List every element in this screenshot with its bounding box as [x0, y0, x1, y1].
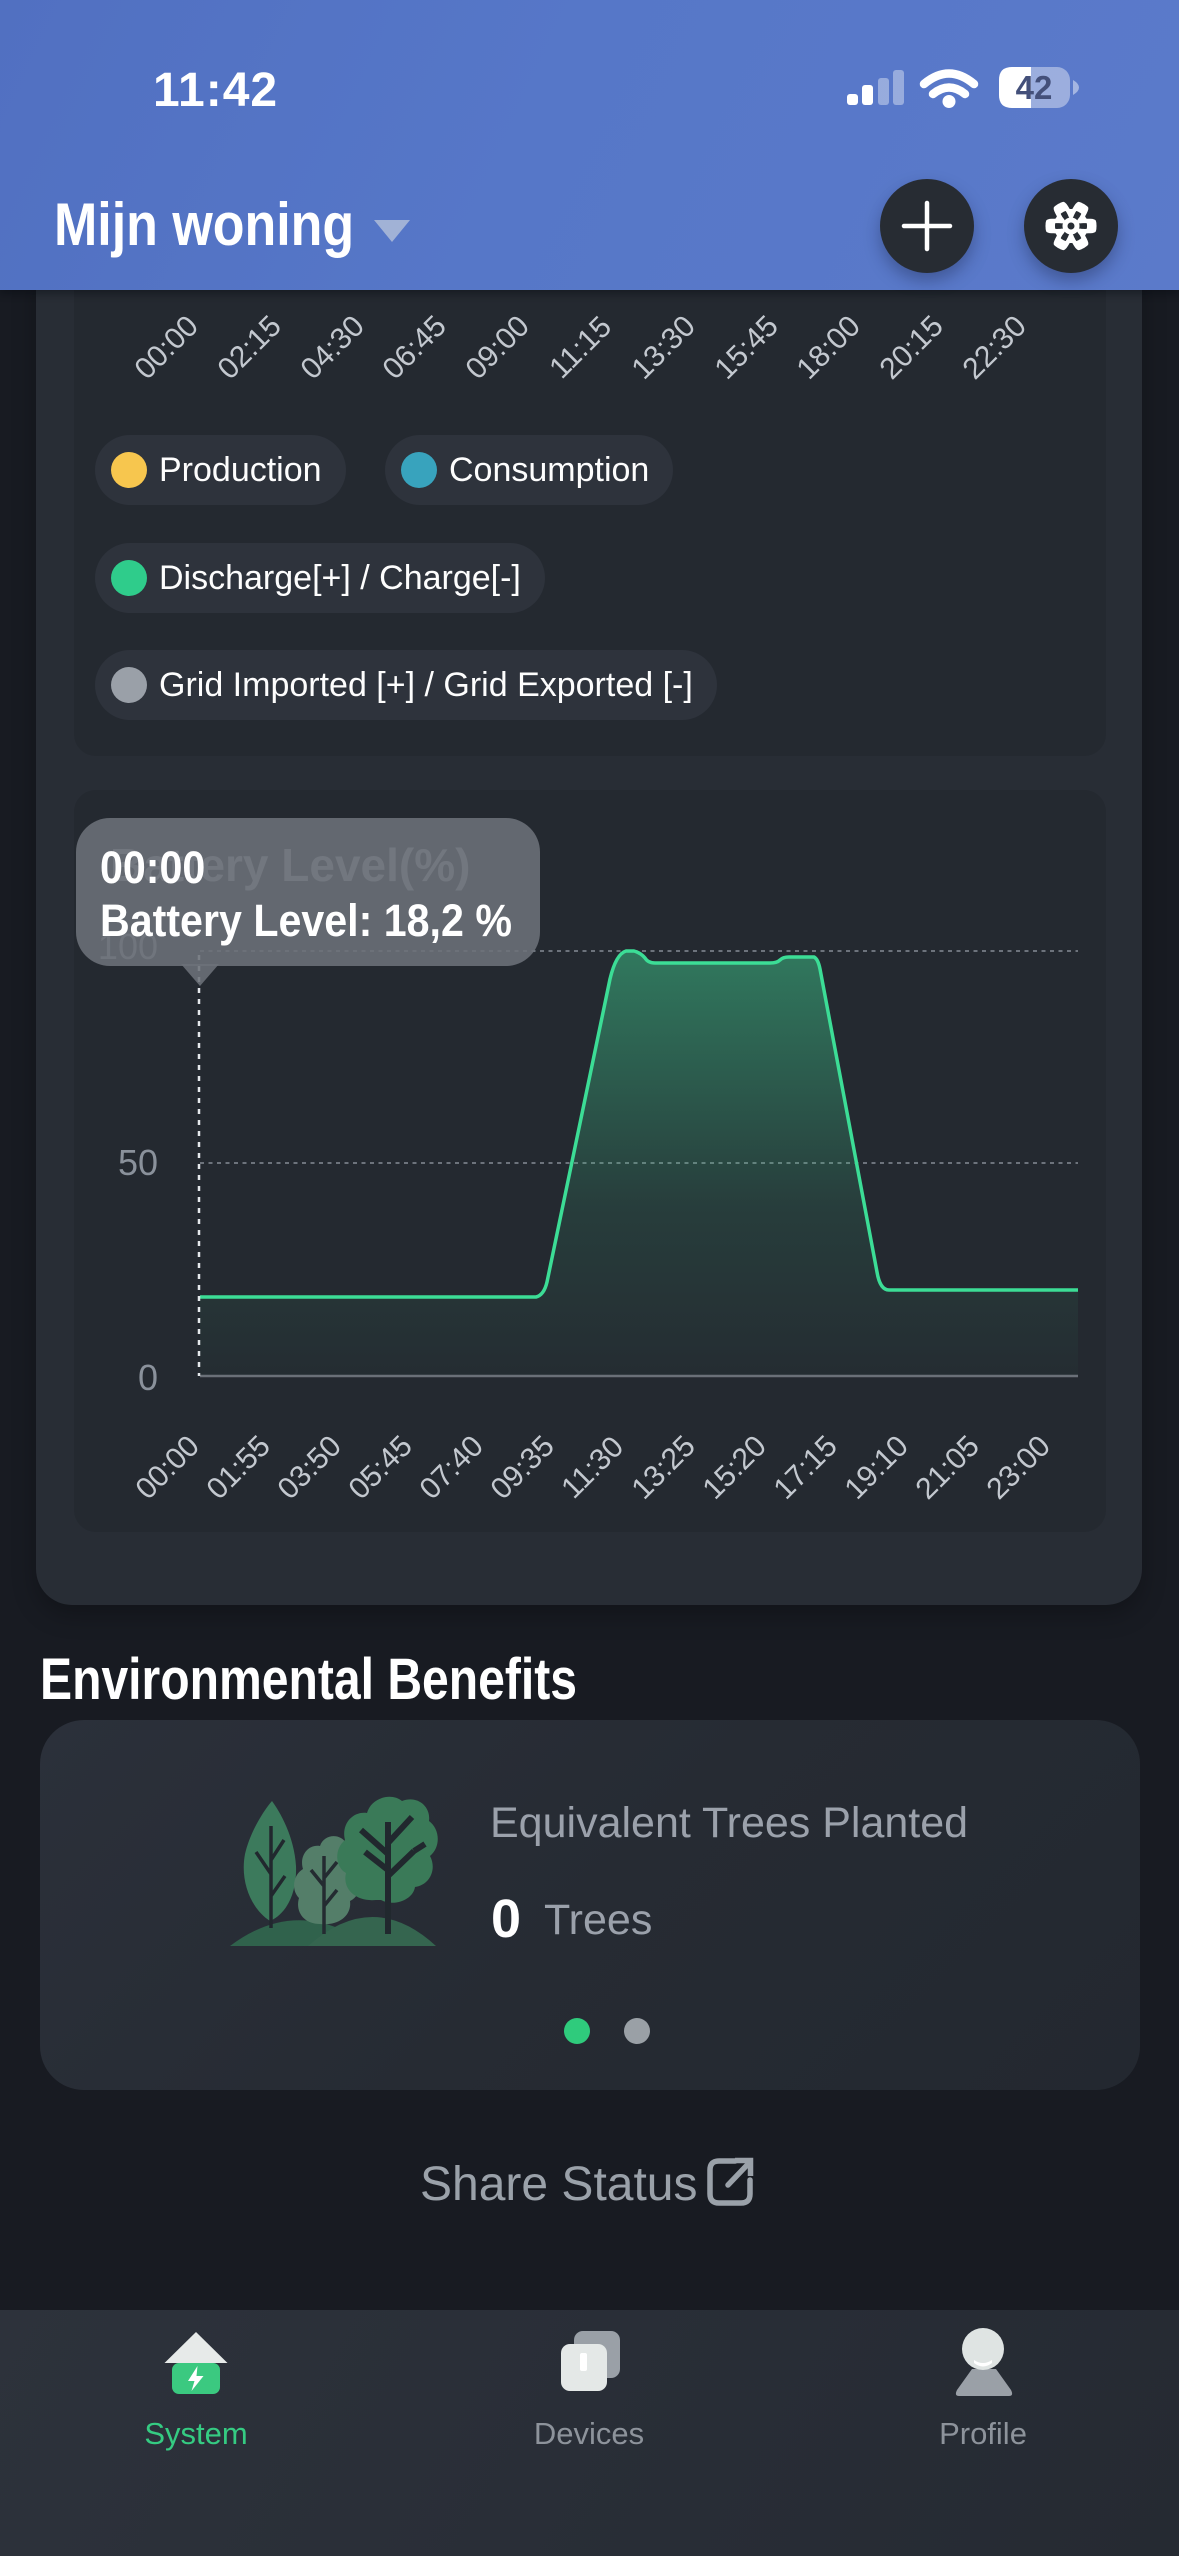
- svg-text:42: 42: [1016, 69, 1053, 106]
